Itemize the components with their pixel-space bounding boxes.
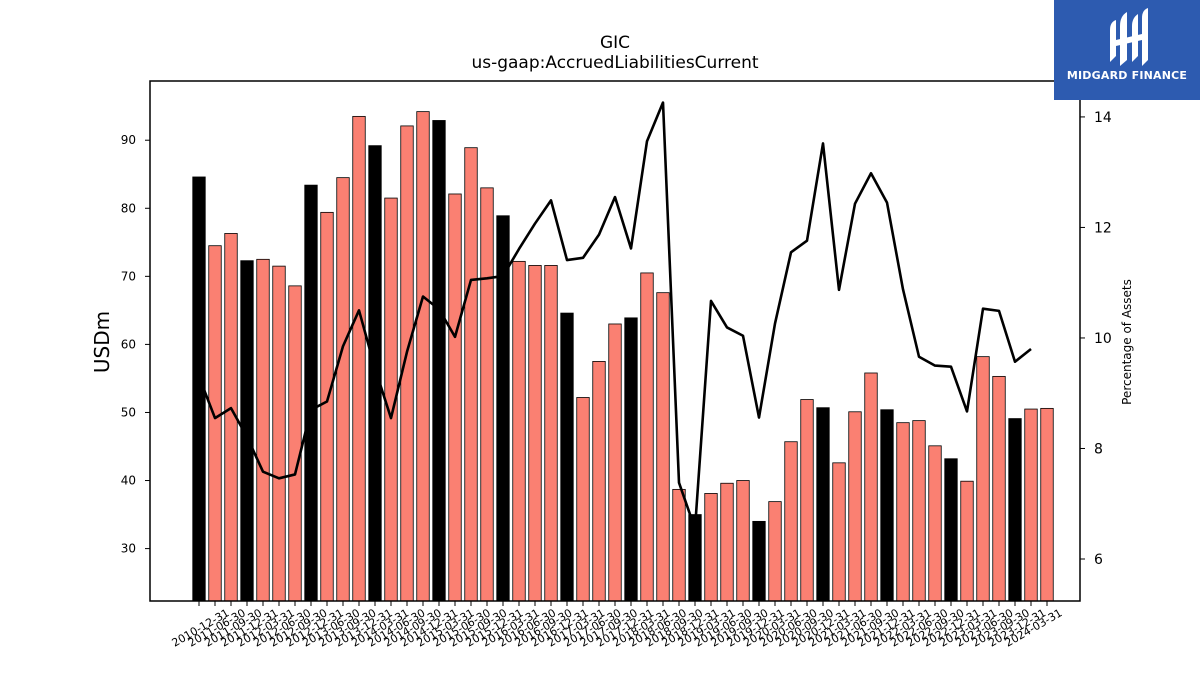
bar-2022-09-30 (944, 458, 958, 602)
bar-2018-03-31 (656, 292, 670, 602)
y2-tick-label-10: 10 (1094, 331, 1112, 347)
bar-2017-03-31 (592, 361, 606, 602)
x-axis: 2010-12-312011-06-302011-09-302011-12-31… (170, 601, 1065, 650)
bar-2011-03-31 (208, 245, 222, 602)
bars-group (192, 111, 1054, 602)
bar-2019-06-30 (736, 480, 750, 602)
bar-2014-03-31 (400, 125, 414, 602)
y-tick-label-70: 70 (121, 269, 136, 283)
bar-2017-12-31 (640, 272, 654, 602)
bar-2018-12-31 (704, 493, 718, 602)
bar-2012-09-30 (304, 184, 318, 602)
bar-2018-06-30 (672, 488, 686, 602)
bar-2015-12-31 (512, 260, 526, 602)
bar-2020-03-31 (784, 441, 798, 602)
bar-2013-03-31 (336, 177, 350, 602)
bar-2013-09-30 (368, 145, 382, 602)
bar-2014-12-31 (448, 193, 462, 602)
bar-2011-12-31 (256, 258, 270, 602)
bar-2023-09-30 (1008, 418, 1022, 602)
bar-2023-06-30 (992, 375, 1006, 602)
y-axis-left: 30 40 50 60 70 80 90 (121, 133, 150, 556)
y-axis-label: USDm (90, 311, 114, 373)
bar-2021-12-31 (896, 422, 910, 602)
y-tick-label-40: 40 (121, 474, 136, 488)
bar-2020-09-30 (816, 407, 830, 602)
bar-2021-03-31 (848, 411, 862, 602)
y2-tick-label-8: 8 (1094, 441, 1103, 457)
brand-logo: MIDGARD FINANCE (1054, 0, 1200, 100)
y-tick-label-60: 60 (121, 337, 136, 351)
bar-2016-09-30 (560, 312, 574, 602)
bar-2021-06-30 (864, 372, 878, 602)
chart-subtitle: us-gaap:AccruedLiabilitiesCurrent (471, 53, 758, 73)
y2-tick-label-12: 12 (1094, 220, 1112, 236)
y-tick-label-80: 80 (121, 201, 136, 215)
bar-2019-09-30 (752, 520, 766, 602)
line-group (197, 101, 1032, 530)
y-tick-label-50: 50 (121, 405, 136, 419)
bar-2020-06-30 (800, 399, 814, 602)
y-tick-label-90: 90 (121, 133, 136, 147)
y2-axis-label: Percentage of Assets (1120, 279, 1134, 405)
bar-2016-12-31 (576, 397, 590, 602)
bar-2015-06-30 (480, 187, 494, 602)
y2-tick-label-14: 14 (1094, 110, 1112, 126)
bar-2022-03-31 (912, 420, 926, 602)
bar-2017-09-30 (624, 317, 638, 602)
bar-2012-06-30 (288, 285, 302, 602)
bar-2022-12-31 (960, 480, 974, 602)
bar-2023-12-31 (1024, 408, 1038, 602)
bar-2019-03-31 (720, 482, 734, 602)
bar-2015-03-31 (464, 147, 478, 602)
bar-2016-06-30 (544, 265, 558, 602)
bar-2012-03-31 (272, 265, 286, 602)
series-line-pct-assets (197, 101, 1032, 530)
bar-2013-06-30 (352, 115, 366, 602)
y-tick-label-30: 30 (121, 542, 136, 556)
bar-2019-12-31 (768, 501, 782, 602)
bar-2017-06-30 (608, 323, 622, 602)
bar-2024-03-31 (1040, 407, 1054, 602)
chart-title: GIC (600, 33, 630, 53)
bar-2022-06-30 (928, 445, 942, 602)
bar-2023-03-31 (976, 356, 990, 602)
midgard-m-logo-icon (1110, 8, 1148, 66)
bar-2016-03-31 (528, 265, 542, 602)
bar-2014-09-30 (432, 120, 446, 602)
y-axis-right: 6 8 10 12 14 (1080, 110, 1112, 568)
bar-2012-12-31 (320, 211, 334, 602)
y2-tick-label-6: 6 (1094, 552, 1103, 568)
bar-2020-12-31 (832, 462, 846, 602)
bar-2021-09-30 (880, 409, 894, 602)
logo-text: MIDGARD FINANCE (1066, 69, 1188, 82)
bar-2014-06-30 (416, 111, 430, 602)
